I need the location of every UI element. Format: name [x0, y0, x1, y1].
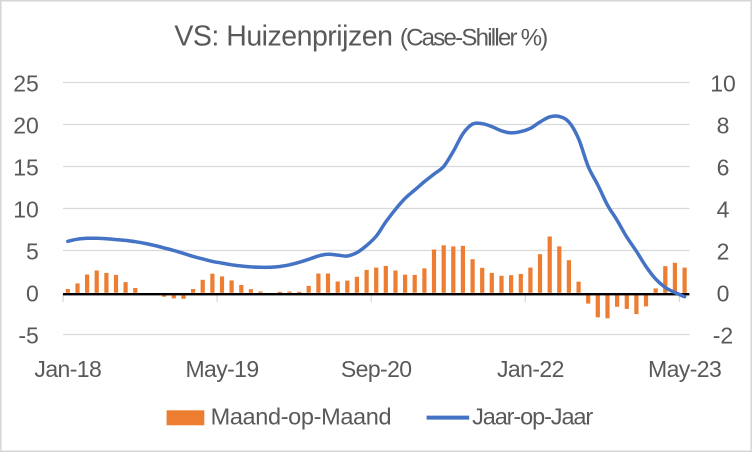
- svg-text:5: 5: [26, 238, 39, 264]
- svg-text:Jan-22: Jan-22: [497, 356, 564, 382]
- svg-text:-5: -5: [18, 322, 38, 348]
- svg-text:2: 2: [717, 238, 730, 264]
- svg-text:-2: -2: [713, 322, 733, 348]
- svg-text:Sep-20: Sep-20: [341, 356, 412, 382]
- svg-text:25: 25: [13, 70, 39, 96]
- svg-text:Jaar-op-Jaar: Jaar-op-Jaar: [472, 404, 593, 430]
- svg-text:10: 10: [710, 70, 736, 96]
- svg-text:May-19: May-19: [185, 356, 258, 382]
- svg-text:8: 8: [717, 112, 730, 138]
- svg-text:10: 10: [13, 196, 39, 222]
- svg-text:0: 0: [717, 280, 730, 306]
- svg-text:15: 15: [13, 154, 39, 180]
- svg-text:0: 0: [26, 280, 39, 306]
- svg-text:20: 20: [13, 112, 39, 138]
- svg-text:Jan-18: Jan-18: [34, 356, 101, 382]
- svg-text:6: 6: [717, 154, 730, 180]
- svg-text:Maand-op-Maand: Maand-op-Maand: [211, 404, 392, 430]
- svg-text:4: 4: [717, 196, 730, 222]
- svg-text:May-23: May-23: [648, 356, 721, 382]
- svg-text:VS: Huizenprijzen (Case-Shille: VS: Huizenprijzen (Case-Shiller %): [174, 21, 547, 53]
